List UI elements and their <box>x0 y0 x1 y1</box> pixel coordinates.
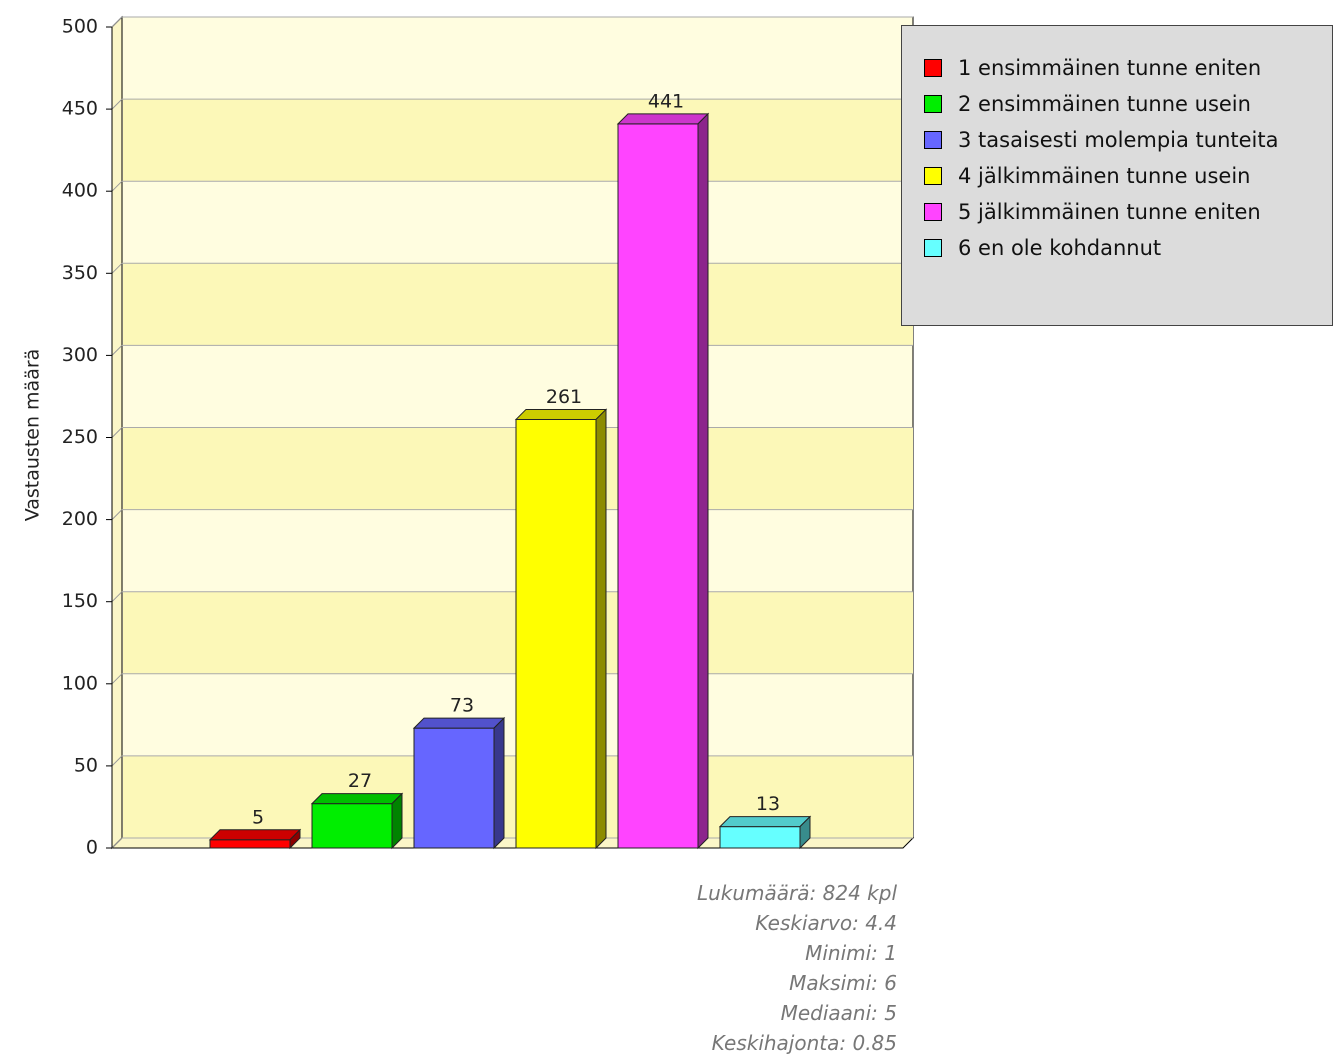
bar-face <box>719 826 801 849</box>
stats: Lukumäärä: 824 kpl Keskiarvo: 4.4 Minimi: … <box>697 878 897 1058</box>
y-tick-label: 200 <box>62 508 98 530</box>
legend-item: 5 jälkimmäinen tunne eniten <box>922 194 1317 230</box>
grid-line <box>111 427 123 438</box>
stat-line: Keskiarvo: 4.4 <box>755 911 897 935</box>
bar <box>514 408 608 850</box>
bar-face <box>493 716 505 850</box>
grid-line <box>111 591 123 603</box>
band <box>123 99 913 182</box>
stat-line: Lukumäärä: 824 kpl <box>696 881 897 905</box>
legend-label: 3 tasaisesti molempia tunteita <box>958 128 1279 152</box>
grid-line <box>111 673 123 685</box>
stat-line: Keskihajonta: 0.85 <box>711 1031 897 1055</box>
grid-line <box>111 837 123 849</box>
y-tick-label: 450 <box>62 98 98 120</box>
bar-face <box>514 408 608 420</box>
bar-face <box>311 803 393 849</box>
bar-face <box>310 793 404 805</box>
legend-item: 2 ensimmäinen tunne usein <box>922 86 1317 122</box>
y-tick-label: 400 <box>62 180 98 202</box>
bar-face <box>391 792 403 850</box>
y-axis-label: Vastausten määrä <box>22 349 44 522</box>
y-tick-label: 100 <box>62 672 98 694</box>
legend: 1 ensimmäinen tunne eniten 2 ensimmäinen … <box>901 25 1333 326</box>
bar-face <box>289 828 301 850</box>
y-tick-label: 0 <box>86 837 98 859</box>
grid-line <box>111 98 123 110</box>
stat-line: Mediaani: 5 <box>780 1001 897 1025</box>
y-tick-label: 300 <box>62 344 98 366</box>
y-tick-label: 150 <box>62 590 98 612</box>
legend-swatch <box>924 95 942 113</box>
value-label: 261 <box>546 386 582 408</box>
legend-swatch <box>924 239 942 257</box>
bar-face <box>595 408 607 850</box>
value-label: 441 <box>648 90 684 112</box>
bar-face <box>617 123 699 849</box>
bar <box>310 792 404 850</box>
bar-face <box>412 717 506 729</box>
y-tick-label: 250 <box>62 426 98 448</box>
legend-item: 1 ensimmäinen tunne eniten <box>922 50 1317 86</box>
legend-item: 6 en ole kohdannut <box>922 230 1317 266</box>
y-tick-label: 350 <box>62 262 98 284</box>
value-label: 5 <box>252 806 264 828</box>
grid-line <box>111 509 123 520</box>
bar <box>616 112 710 850</box>
legend-item: 4 jälkimmäinen tunne usein <box>922 158 1317 194</box>
legend-item: 3 tasaisesti molempia tunteita <box>922 122 1317 158</box>
bar <box>208 828 302 850</box>
y-tick-label: 500 <box>62 16 98 38</box>
bar <box>718 815 812 850</box>
bar-face <box>799 815 811 850</box>
legend-swatch <box>924 203 942 221</box>
value-label: 13 <box>756 793 780 815</box>
grid-line <box>111 16 123 28</box>
bar-face <box>697 112 709 850</box>
value-label: 73 <box>450 695 474 717</box>
grid-line <box>111 180 123 192</box>
bar-face <box>209 839 291 849</box>
y-tick-label: 50 <box>74 754 98 776</box>
stat-line: Minimi: 1 <box>805 941 897 965</box>
bar-face <box>616 113 710 125</box>
value-label: 27 <box>348 770 372 792</box>
legend-swatch <box>924 167 942 185</box>
grid-line <box>111 755 123 767</box>
bar-face <box>208 829 302 841</box>
legend-label: 5 jälkimmäinen tunne eniten <box>958 200 1261 224</box>
legend-label: 4 jälkimmäinen tunne usein <box>958 164 1251 188</box>
legend-swatch <box>924 131 942 149</box>
stat-line: Maksimi: 6 <box>789 971 897 995</box>
legend-swatch <box>924 59 942 77</box>
grid-line <box>111 262 123 274</box>
bar-face <box>413 727 495 849</box>
grid-line <box>111 345 123 356</box>
legend-label: 6 en ole kohdannut <box>958 236 1162 260</box>
bar <box>412 716 506 850</box>
legend-label: 2 ensimmäinen tunne usein <box>958 92 1251 116</box>
bar-face <box>718 816 812 828</box>
legend-label: 1 ensimmäinen tunne eniten <box>958 56 1262 80</box>
band <box>123 263 913 346</box>
bar-face <box>515 418 597 849</box>
